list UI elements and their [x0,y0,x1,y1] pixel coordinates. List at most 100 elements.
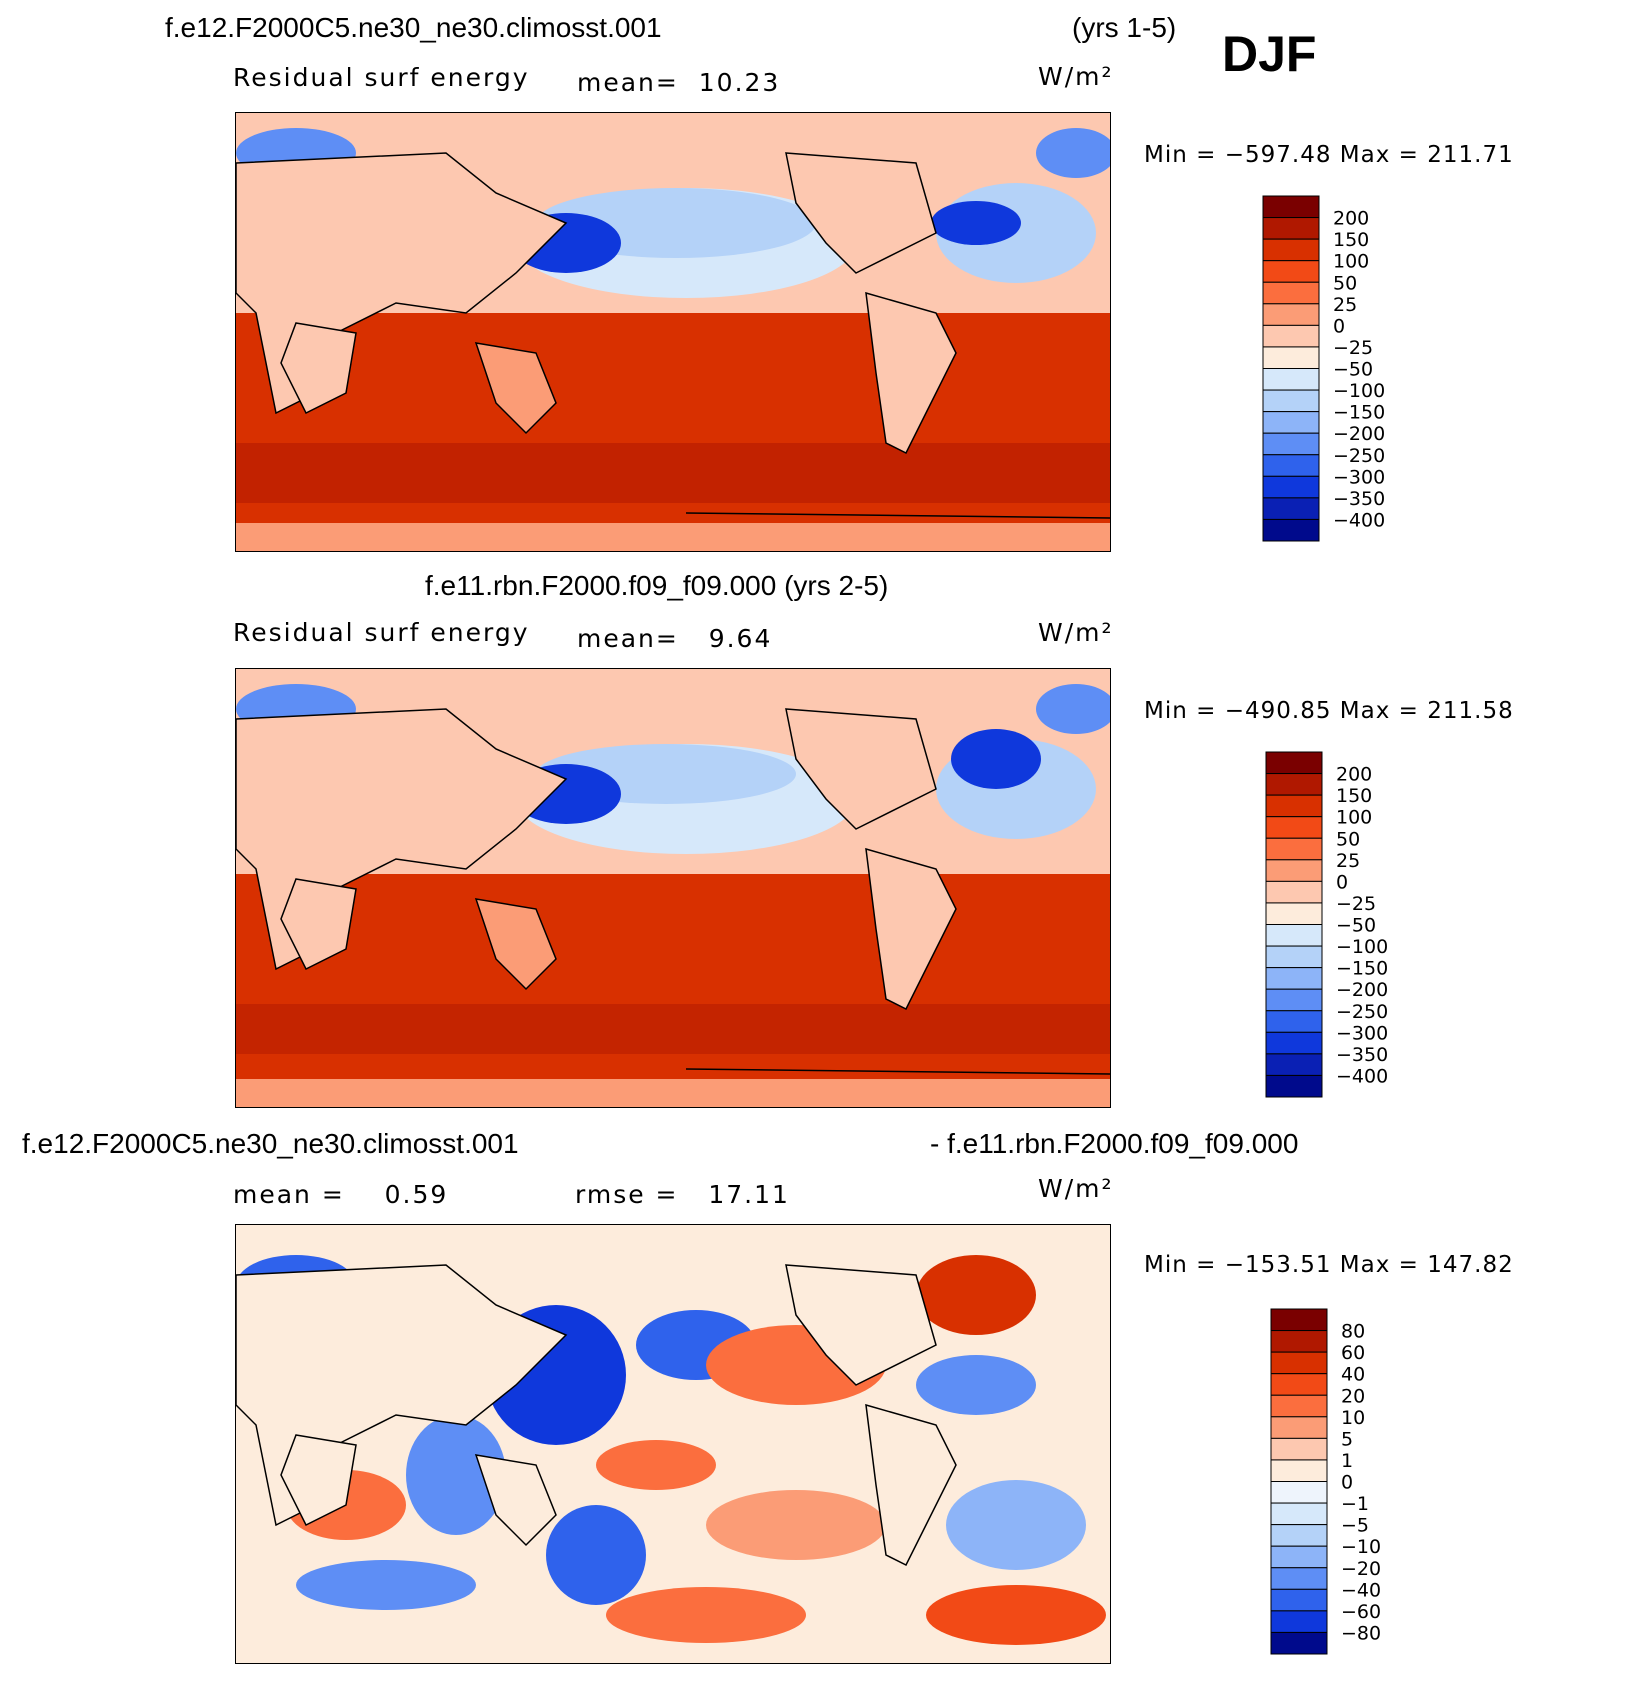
colorbar-2-swatch [1265,1031,1323,1055]
panel1-min-label: Min = [1144,142,1217,168]
colorbar-3-swatch [1270,1437,1328,1461]
colorbar-3-swatch [1270,1588,1328,1612]
colorbar-2-swatch [1265,794,1323,818]
panel3-rmse-value: 17.11 [708,1180,790,1209]
colorbar-2-tick-label: 200 [1336,764,1372,786]
colorbar-1-tick-label: 25 [1333,294,1357,316]
colorbar-1-tick-label: −400 [1333,509,1385,531]
colorbar-3-swatch [1270,1308,1328,1332]
colorbar-3-swatch [1270,1330,1328,1353]
colorbar-1-tick-label: −250 [1333,445,1385,467]
panel3-map [235,1224,1111,1664]
colorbar-1-swatch [1262,518,1320,542]
panel1-map [235,112,1111,552]
colorbar-1-tick-label: 100 [1333,251,1369,273]
panel3-case-title-b: - f.e11.rbn.F2000.f09_f09.000 [930,1128,1299,1159]
panel2-mean-label: mean= [577,624,679,653]
panel1-units: W/m² [1038,62,1114,91]
panel3-max-value: 147.82 [1427,1252,1514,1278]
colorbar-3-swatch [1270,1416,1328,1439]
colorbar-2-tick-label: −150 [1336,958,1388,980]
panel3-units: W/m² [1038,1174,1114,1203]
panel2-case-title: f.e11.rbn.F2000.f09_f09.000 (yrs 2-5) [425,570,889,601]
colorbar-3-swatch [1270,1373,1328,1396]
panel3-rmse-label: rmse = [575,1180,679,1209]
panel1-variable: Residual surf energy [233,63,530,92]
colorbar-3-tick-label: −80 [1341,1622,1381,1644]
colorbar-2-swatch [1265,816,1323,839]
colorbar-1-swatch [1262,432,1320,456]
colorbar-3-swatch [1270,1481,1328,1504]
panel3-minmax: Min = −153.51 Max = 147.82 [1144,1252,1514,1278]
colorbar-3-swatch [1270,1524,1328,1547]
panel2-min-value: −490.85 [1224,698,1332,724]
colorbar-1-swatch [1262,217,1320,240]
panel1-minmax: Min = −597.48 Max = 211.71 [1144,142,1514,168]
colorbar-1-swatch [1262,497,1320,520]
colorbar-1-tick-label: 0 [1333,315,1345,337]
colorbar-3-tick-label: 60 [1341,1342,1365,1364]
colorbar-3-tick-label: 10 [1341,1407,1365,1429]
panel2-mean: mean= 9.64 [577,624,772,653]
panel2-minmax: Min = −490.85 Max = 211.58 [1144,698,1514,724]
colorbar-3-tick-label: 80 [1341,1321,1365,1343]
colorbar-2-tick-label: −50 [1336,915,1376,937]
colorbar-1-swatch [1262,346,1320,369]
colorbar-1-swatch [1262,238,1320,262]
panel1-case-title: f.e12.F2000C5.ne30_ne30.climosst.001 [165,12,662,43]
panel1-mean-label: mean= [577,68,679,97]
colorbar-1-swatch [1262,324,1320,348]
colorbar-1-swatch [1262,411,1320,434]
colorbar-2-swatch [1265,945,1323,969]
colorbar-1-swatch [1262,303,1320,326]
panel1-mean-value: 10.23 [698,68,781,97]
colorbar-3-swatch [1270,1351,1328,1375]
panel3-mean: mean = 0.59 [233,1180,448,1209]
colorbar-1-swatch [1262,260,1320,283]
colorbar-3-tick-label: 40 [1341,1364,1365,1386]
colorbar-1-swatch [1262,195,1320,219]
colorbar-3-swatch [1270,1631,1328,1655]
panel1-max-label: Max = [1339,142,1419,168]
season-label: DJF [1222,26,1317,82]
colorbar-1-tick-label: 50 [1333,272,1357,294]
colorbar-2-swatch [1265,880,1323,904]
colorbar-3-tick-label: −60 [1341,1601,1381,1623]
colorbar-2-tick-label: −250 [1336,1001,1388,1023]
panel3-map-field [236,1225,1110,1663]
panel3-mean-label: mean = [233,1180,345,1209]
colorbar-1-tick-label: 150 [1333,229,1369,251]
colorbar-3-tick-label: −1 [1341,1493,1369,1515]
colorbar-2-tick-label: −100 [1336,936,1388,958]
panel2-mean-value: 9.64 [708,624,773,653]
panel2-min-label: Min = [1144,698,1217,724]
colorbar-1-tick-label: −350 [1333,488,1385,510]
colorbar-1-tick-label: −50 [1333,359,1373,381]
colorbar-1-swatch [1262,475,1320,499]
panel3-mean-value: 0.59 [384,1180,449,1209]
colorbar-3-tick-label: 1 [1341,1450,1353,1472]
panel3-case-title-a: f.e12.F2000C5.ne30_ne30.climosst.001 [22,1128,519,1159]
panel1-min-value: −597.48 [1224,142,1332,168]
colorbar-3-tick-label: 20 [1341,1385,1365,1407]
colorbar-2-swatch [1265,967,1323,990]
colorbar-3-swatch [1270,1459,1328,1482]
colorbar-1-swatch [1262,368,1320,391]
colorbar-1-tick-label: −200 [1333,423,1385,445]
colorbar-2-tick-label: 150 [1336,785,1372,807]
panel2-map-field [236,669,1110,1107]
colorbar-2-swatch [1265,751,1323,775]
colorbar-2-tick-label: 25 [1336,850,1360,872]
panel2-map [235,668,1111,1108]
panel1-max-value: 211.71 [1427,142,1514,168]
colorbar-3-tick-label: 0 [1341,1472,1353,1494]
colorbar-3-swatch [1270,1394,1328,1418]
colorbar-1-tick-label: −150 [1333,402,1385,424]
panel1-mean: mean= 10.23 [577,68,780,97]
colorbar-1-tick-label: −300 [1333,466,1385,488]
colorbar-3-tick-label: −20 [1341,1558,1381,1580]
colorbar-2-swatch [1265,859,1323,882]
colorbar-2-swatch [1265,837,1323,861]
colorbar-2-swatch [1265,1053,1323,1076]
colorbar-1-swatch [1262,454,1320,477]
